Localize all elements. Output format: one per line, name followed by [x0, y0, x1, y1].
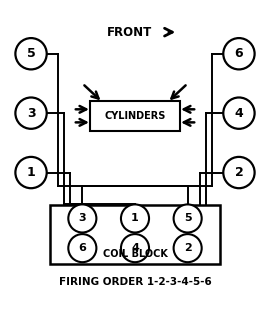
- Circle shape: [15, 97, 47, 129]
- Text: 4: 4: [235, 107, 243, 120]
- Circle shape: [223, 97, 255, 129]
- Circle shape: [68, 234, 96, 262]
- Circle shape: [121, 204, 149, 232]
- Text: 2: 2: [235, 166, 243, 179]
- Bar: [50, 205, 220, 264]
- Circle shape: [223, 157, 255, 188]
- Text: 4: 4: [131, 243, 139, 253]
- Text: 5: 5: [27, 47, 35, 60]
- Text: 5: 5: [184, 214, 191, 224]
- Text: 3: 3: [79, 214, 86, 224]
- Bar: [90, 101, 180, 131]
- Circle shape: [68, 204, 96, 232]
- Text: 3: 3: [27, 107, 35, 120]
- Circle shape: [121, 234, 149, 262]
- Text: FIRING ORDER 1-2-3-4-5-6: FIRING ORDER 1-2-3-4-5-6: [59, 277, 211, 287]
- Text: 6: 6: [235, 47, 243, 60]
- Circle shape: [15, 38, 47, 69]
- Circle shape: [223, 38, 255, 69]
- Circle shape: [15, 157, 47, 188]
- Text: COIL BLOCK: COIL BLOCK: [103, 250, 167, 259]
- Text: 1: 1: [131, 214, 139, 224]
- Circle shape: [174, 204, 202, 232]
- Circle shape: [174, 234, 202, 262]
- Text: 2: 2: [184, 243, 191, 253]
- Text: CYLINDERS: CYLINDERS: [104, 111, 166, 121]
- Text: 1: 1: [27, 166, 35, 179]
- Text: 6: 6: [78, 243, 86, 253]
- Text: FRONT: FRONT: [107, 26, 152, 39]
